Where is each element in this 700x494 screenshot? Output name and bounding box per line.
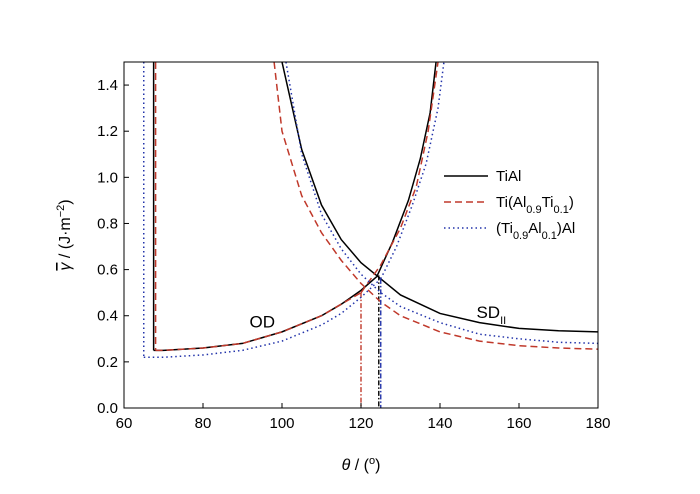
- y-axis-label: γ / (J·m−2): [55, 199, 74, 270]
- series-0-od-curve: [153, 275, 378, 352]
- series-1-rising-curve: [360, 62, 439, 294]
- legend-entry: TiAl: [496, 168, 521, 185]
- x-tick-label: 140: [427, 415, 452, 432]
- x-tick-label: 120: [348, 415, 373, 432]
- y-tick-label: 0.2: [97, 354, 118, 371]
- y-tick-label: 0.8: [97, 215, 118, 232]
- legend: TiAl Ti(Al0.9Ti0.1) (Ti0.9Al0.1)Al: [444, 168, 575, 242]
- x-tick-label: 160: [506, 415, 531, 432]
- legend-entry: (Ti0.9Al0.1)Al: [496, 220, 575, 242]
- y-tick-label: 0.0: [97, 400, 118, 417]
- x-axis-label: θ / (o): [342, 455, 381, 474]
- x-tick-label: 80: [195, 415, 212, 432]
- y-tick-label: 1.4: [97, 77, 118, 94]
- curve-annotation: OD: [250, 312, 276, 331]
- curve-annotation: SDII: [476, 303, 506, 327]
- legend-entry: Ti(Al0.9Ti0.1): [496, 194, 574, 216]
- x-tick-label: 100: [269, 415, 294, 432]
- plot-lines: [143, 62, 598, 408]
- y-tick-label: 1.0: [97, 169, 118, 186]
- x-tick-label: 60: [116, 415, 133, 432]
- y-tick-label: 0.4: [97, 308, 118, 325]
- series-0-rising-curve: [376, 62, 437, 277]
- y-tick-label: 0.6: [97, 262, 118, 279]
- axis-ticks: 60 80 100 120 140 160 180 0.0 0.2 0.4 0.6 0.8 1.0 1.2…: [97, 77, 610, 432]
- y-tick-label: 1.2: [97, 123, 118, 140]
- series-2-sd-curve: [285, 62, 598, 345]
- annotations: OD SDII: [250, 303, 507, 331]
- series-1-od-curve: [155, 292, 362, 352]
- series-0-sd-curve: [281, 62, 598, 333]
- series-2-od-curve: [143, 278, 382, 358]
- x-tick-label: 180: [585, 415, 610, 432]
